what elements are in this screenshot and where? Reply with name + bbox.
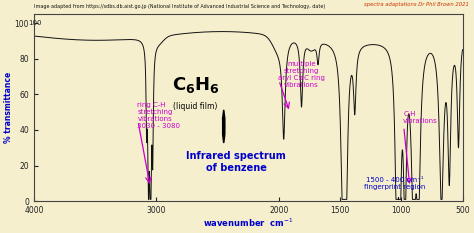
Y-axis label: % transmittance: % transmittance — [4, 72, 13, 143]
Text: spectra adaptations Dr Phil Brown 2021: spectra adaptations Dr Phil Brown 2021 — [365, 2, 469, 7]
Text: Infrared spectrum
of benzene: Infrared spectrum of benzene — [186, 151, 286, 173]
Text: (liquid film): (liquid film) — [173, 102, 218, 111]
Text: ring C-H
stretching
vibrations
3030 - 3080: ring C-H stretching vibrations 3030 - 30… — [137, 102, 181, 129]
Text: 1500 - 400 cm⁻¹
fingerprint region: 1500 - 400 cm⁻¹ fingerprint region — [365, 177, 426, 190]
X-axis label: wavenumber  cm$^{-1}$: wavenumber cm$^{-1}$ — [203, 216, 293, 229]
Text: Image adapted from https://sdbs.db.aist.go.jp (National Institute of Advanced In: Image adapted from https://sdbs.db.aist.… — [34, 4, 325, 9]
Text: $\mathbf{C_6H_6}$: $\mathbf{C_6H_6}$ — [172, 75, 219, 96]
Text: C-H
vibrations: C-H vibrations — [403, 111, 438, 124]
Text: multiple
stretching
aryl C≡C ring
vibrations: multiple stretching aryl C≡C ring vibrat… — [278, 61, 325, 88]
Text: 100: 100 — [28, 20, 41, 26]
